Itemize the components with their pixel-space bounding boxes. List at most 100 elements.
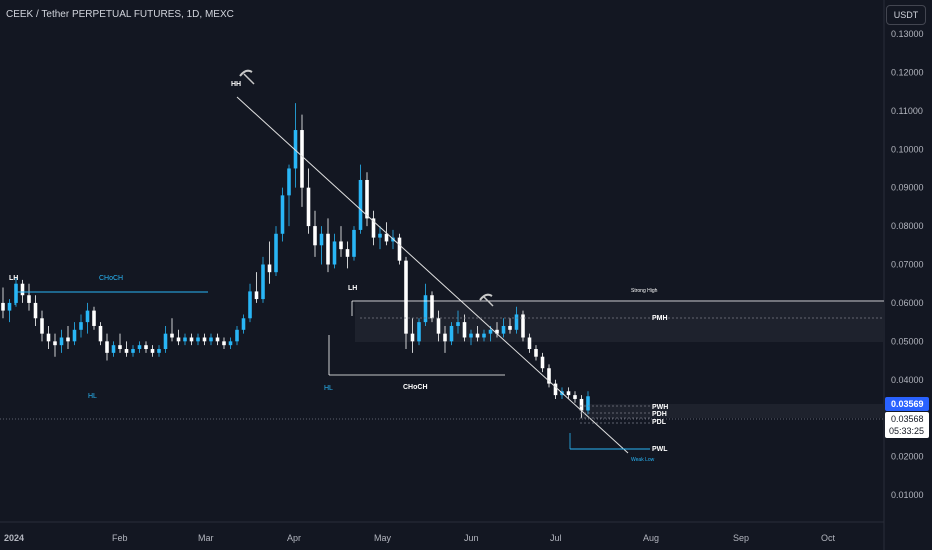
y-tick-label: 0.08000 [891,221,924,231]
candle [443,325,447,353]
label-lh: LH [348,285,357,292]
pickaxe-icon [239,69,255,85]
x-tick-label: Oct [821,533,836,543]
candle [248,283,252,323]
candle [241,314,246,334]
candle [228,337,233,350]
candle [124,341,129,357]
label-hh: HH [231,81,241,88]
candle [163,325,168,353]
candle [397,233,402,265]
candle [85,302,90,334]
pwh-zone [580,404,884,418]
candle [586,391,590,415]
candle [332,233,337,269]
candle [527,333,532,353]
candle [98,322,103,346]
candle [118,333,122,353]
candle [235,325,239,346]
candle [300,114,304,207]
x-tick-label: Sep [733,533,749,543]
x-tick-label: Jul [550,533,562,543]
candle [482,329,486,342]
candle [66,325,70,350]
candle [319,226,324,265]
candle [417,318,421,346]
candle [111,341,116,357]
label-lh: LH [9,275,18,282]
structure-labels: HH LH LH HL HL CHoCH CHoCH Strong High P… [9,81,668,463]
chart-title: CEEK / Tether PERPETUAL FUTURES, 1D, MEX… [6,9,234,20]
y-tick-label: 0.09000 [891,183,924,193]
candle [254,272,259,303]
pickaxe-icon [479,293,494,307]
candle [131,345,135,357]
candle [40,310,44,342]
y-tick-label: 0.11000 [891,106,923,116]
candle [547,364,551,388]
candle [508,318,512,334]
candle [423,283,428,326]
last-price-text: 0.03569 [891,399,924,409]
candle [488,325,493,342]
candle [79,314,83,338]
label-pwl: PWL [652,446,668,453]
zones [355,300,884,418]
candle [456,310,460,334]
candles [1,103,590,419]
candle [176,329,181,346]
currency-button[interactable]: USDT [886,5,926,25]
candle [462,314,467,342]
x-tick-label: Aug [643,533,659,543]
candle [274,226,278,277]
candle [326,218,330,273]
label-hl: HL [324,385,333,392]
last-price-badge [885,397,929,411]
candle [33,295,38,326]
candle [501,318,506,338]
candle [280,187,285,242]
candle [59,329,64,353]
candle [287,164,291,227]
x-tick-label: Mar [198,533,214,543]
close-price-text: 0.03568 [891,414,924,424]
y-tick-label: 0.13000 [891,29,924,39]
candle [352,226,356,261]
candle [189,333,194,346]
y-tick-label: 0.12000 [891,67,924,77]
candle [293,103,298,188]
candle [105,333,109,361]
candle [345,241,350,269]
countdown-text: 05:33:25 [889,426,924,436]
y-tick-label: 0.07000 [891,260,924,270]
candle [53,333,57,357]
candle [579,395,584,419]
x-tick-label: May [374,533,392,543]
candle [553,379,558,399]
candle [430,291,434,323]
label-pmh: PMH [652,315,668,322]
candle [358,164,363,234]
y-tick-label: 0.02000 [891,452,924,462]
candle [46,325,51,350]
candle [449,322,454,346]
candle [371,210,376,246]
strong-high-zone [355,300,884,342]
candle [339,226,343,257]
x-tick-label: Feb [112,533,128,543]
candle [495,322,499,338]
candle [410,318,415,353]
candle [534,345,538,361]
trendline [236,96,629,454]
label-choch: CHoCH [99,275,123,282]
candle [7,299,12,323]
candle [261,256,265,303]
candle [404,256,408,350]
candle [222,337,226,350]
candle [157,345,161,357]
y-tick-label: 0.06000 [891,298,924,308]
candle [183,333,187,346]
y-tick-label: 0.04000 [891,375,924,385]
x-tick-label: Apr [287,533,301,543]
